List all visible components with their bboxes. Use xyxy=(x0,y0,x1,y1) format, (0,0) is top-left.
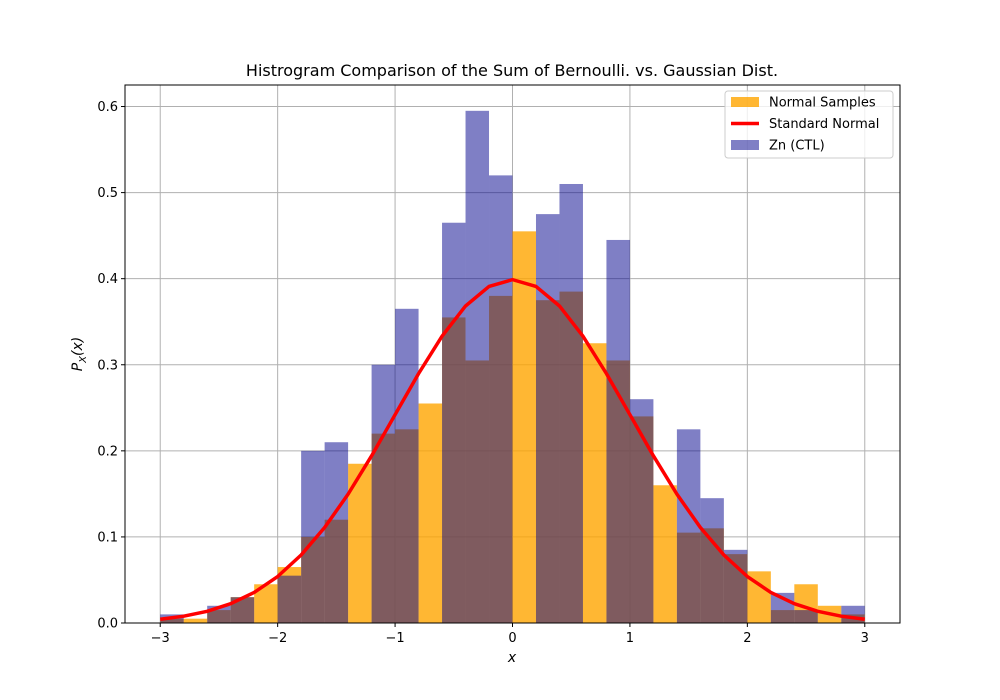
zn-ctl-bar-19 xyxy=(794,610,818,623)
x-axis-ticks: −3 −2 −1 0 1 2 3 xyxy=(151,623,869,646)
legend-box xyxy=(724,90,894,159)
zn-ctl-bar-3 xyxy=(277,575,302,623)
zn-ctl-bar-17 xyxy=(723,549,748,623)
zn-ctl-bars xyxy=(160,110,865,624)
normal-samples-bar-25 xyxy=(747,571,771,623)
zn-ctl-bar-4 xyxy=(301,450,325,623)
y-tick-label-1: 0.1 xyxy=(97,530,118,545)
zn-ctl-bar-16 xyxy=(700,498,724,623)
x-axis-label: x xyxy=(507,650,517,666)
y-tick-label-2: 0.2 xyxy=(97,444,118,459)
x-tick-label-2: −1 xyxy=(385,631,404,646)
y-axis-label-main: P xyxy=(70,362,86,371)
zn-ctl-bar-13 xyxy=(606,239,630,623)
zn-ctl-bar-9 xyxy=(465,110,490,624)
x-tick-label-4: 1 xyxy=(626,631,634,646)
y-axis-label: PX(x) xyxy=(70,337,89,372)
x-tick-label-6: 3 xyxy=(861,631,869,646)
normal-samples-bar-18 xyxy=(582,343,607,623)
legend-swatch-0 xyxy=(731,97,759,107)
zn-ctl-bar-14 xyxy=(629,399,654,623)
normal-samples-bar-21 xyxy=(653,485,677,623)
zn-ctl-bar-12 xyxy=(559,183,583,623)
standard-normal-line xyxy=(160,277,865,621)
zn-ctl-bar-7 xyxy=(395,308,419,623)
y-axis-label-sub: X xyxy=(78,355,89,364)
normal-samples-bar-15 xyxy=(512,231,536,623)
zn-ctl-bar-8 xyxy=(442,222,466,623)
zn-ctl-bar-10 xyxy=(489,175,513,623)
chart-title: Histrogram Comparison of the Sum of Bern… xyxy=(246,61,778,80)
zn-ctl-bar-2 xyxy=(230,597,255,623)
x-tick-label-5: 2 xyxy=(743,631,751,646)
zn-ctl-bar-5 xyxy=(324,442,349,623)
zn-ctl-bar-11 xyxy=(535,214,560,623)
y-tick-label-6: 0.6 xyxy=(97,100,118,115)
y-tick-label-4: 0.4 xyxy=(97,272,118,287)
x-tick-label-3: 0 xyxy=(508,631,516,646)
normal-samples-bar-4 xyxy=(254,584,278,623)
y-tick-label-3: 0.3 xyxy=(97,358,118,373)
y-tick-label-5: 0.5 xyxy=(97,186,118,201)
legend-label-0: Normal Samples xyxy=(769,96,876,111)
y-tick-label-0: 0.0 xyxy=(97,617,118,632)
normal-samples-bar-8 xyxy=(348,463,372,623)
zn-ctl-bar-15 xyxy=(676,429,701,623)
legend-swatch-2 xyxy=(731,140,759,150)
standard-normal-line-layer xyxy=(160,277,865,621)
y-axis-label-rest: (x) xyxy=(70,337,86,356)
normal-samples-bar-1 xyxy=(183,618,208,623)
x-tick-label-1: −2 xyxy=(268,631,287,646)
y-axis-ticks: 0.0 0.1 0.2 0.3 0.4 0.5 0.6 xyxy=(97,100,125,632)
normal-samples-bar-11 xyxy=(418,403,443,623)
x-tick-label-0: −3 xyxy=(151,631,170,646)
zn-ctl-bar-6 xyxy=(371,364,396,623)
legend: Normal Samples Standard Normal Zn (CTL) xyxy=(724,90,894,159)
legend-label-2: Zn (CTL) xyxy=(769,139,825,154)
legend-label-1: Standard Normal xyxy=(769,117,879,132)
